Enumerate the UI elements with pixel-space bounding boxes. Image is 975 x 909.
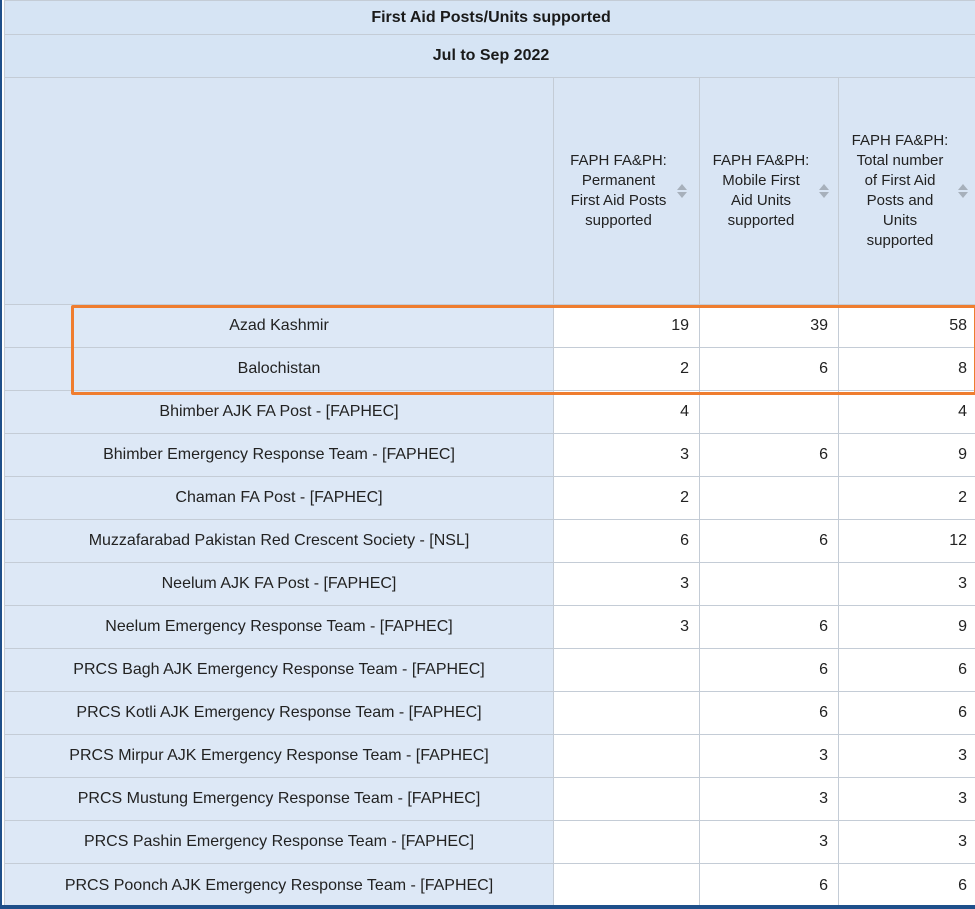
cell-total: 12 <box>837 519 975 563</box>
table-row: Neelum Emergency Response Team - [FAPHEC… <box>4 605 975 649</box>
table-row: PRCS Poonch AJK Emergency Response Team … <box>4 863 975 905</box>
row-label: PRCS Pashin Emergency Response Team - [F… <box>4 820 554 864</box>
table-row: PRCS Kotli AJK Emergency Response Team -… <box>4 691 975 735</box>
cell-total: 4 <box>837 390 975 434</box>
cell-permanent-posts <box>553 777 700 821</box>
row-label: Azad Kashmir <box>4 304 554 348</box>
cell-total: 9 <box>837 433 975 477</box>
row-label: Bhimber Emergency Response Team - [FAPHE… <box>4 433 554 477</box>
row-label: PRCS Poonch AJK Emergency Response Team … <box>4 863 554 905</box>
cell-total: 6 <box>837 863 975 905</box>
cell-permanent-posts: 3 <box>553 433 700 477</box>
sort-icon[interactable] <box>956 184 970 198</box>
column-header-permanent-posts[interactable]: FAPH FA&PH: Permanent First Aid Posts su… <box>553 77 700 305</box>
cell-permanent-posts <box>553 820 700 864</box>
cell-total: 58 <box>837 304 975 348</box>
row-label: PRCS Bagh AJK Emergency Response Team - … <box>4 648 554 692</box>
row-label: PRCS Kotli AJK Emergency Response Team -… <box>4 691 554 735</box>
cell-total: 2 <box>837 476 975 520</box>
cell-permanent-posts <box>553 691 700 735</box>
column-header-total[interactable]: FAPH FA&PH: Total number of First Aid Po… <box>837 77 975 305</box>
column-header-label: FAPH FA&PH: Mobile First Aid Units suppo… <box>712 152 810 229</box>
cell-total: 9 <box>837 605 975 649</box>
cell-mobile-units: 6 <box>699 691 839 735</box>
cell-permanent-posts: 2 <box>553 476 700 520</box>
table-row: PRCS Bagh AJK Emergency Response Team - … <box>4 648 975 692</box>
table-title: First Aid Posts/Units supported <box>3 0 975 35</box>
cell-total: 3 <box>837 562 975 606</box>
cell-total: 3 <box>837 777 975 821</box>
cell-mobile-units: 6 <box>699 433 839 477</box>
row-label: Chaman FA Post - [FAPHEC] <box>4 476 554 520</box>
cell-total: 3 <box>837 734 975 778</box>
row-label: Neelum AJK FA Post - [FAPHEC] <box>4 562 554 606</box>
row-label: Neelum Emergency Response Team - [FAPHEC… <box>4 605 554 649</box>
cell-permanent-posts: 4 <box>553 390 700 434</box>
table-row: Muzzafarabad Pakistan Red Crescent Socie… <box>4 519 975 563</box>
table-row: PRCS Mustung Emergency Response Team - [… <box>4 777 975 821</box>
row-label: Muzzafarabad Pakistan Red Crescent Socie… <box>4 519 554 563</box>
cell-mobile-units: 6 <box>699 605 839 649</box>
column-header-mobile-units[interactable]: FAPH FA&PH: Mobile First Aid Units suppo… <box>699 77 839 305</box>
cell-permanent-posts: 3 <box>553 605 700 649</box>
row-label: PRCS Mirpur AJK Emergency Response Team … <box>4 734 554 778</box>
cell-permanent-posts <box>553 648 700 692</box>
table-row: Balochistan 2 6 8 <box>4 347 975 391</box>
cell-permanent-posts <box>553 734 700 778</box>
cell-mobile-units: 6 <box>699 519 839 563</box>
row-header-corner <box>4 77 554 305</box>
cell-mobile-units: 6 <box>699 347 839 391</box>
cell-permanent-posts: 3 <box>553 562 700 606</box>
table-row: Azad Kashmir 19 39 58 <box>4 304 975 348</box>
table-row: PRCS Pashin Emergency Response Team - [F… <box>4 820 975 864</box>
sort-icon[interactable] <box>675 184 689 198</box>
row-label: Balochistan <box>4 347 554 391</box>
cell-mobile-units: 3 <box>699 820 839 864</box>
row-label: Bhimber AJK FA Post - [FAPHEC] <box>4 390 554 434</box>
cell-total: 3 <box>837 820 975 864</box>
cell-mobile-units <box>699 390 839 434</box>
cell-mobile-units: 6 <box>699 648 839 692</box>
cell-mobile-units: 39 <box>699 304 839 348</box>
table-row: Chaman FA Post - [FAPHEC] 2 2 <box>4 476 975 520</box>
table-row: PRCS Mirpur AJK Emergency Response Team … <box>4 734 975 778</box>
period-header: Jul to Sep 2022 <box>3 34 975 78</box>
cell-mobile-units: 3 <box>699 734 839 778</box>
cell-mobile-units: 6 <box>699 863 839 905</box>
cell-mobile-units <box>699 476 839 520</box>
table-row: Bhimber AJK FA Post - [FAPHEC] 4 4 <box>4 390 975 434</box>
table-row: Neelum AJK FA Post - [FAPHEC] 3 3 <box>4 562 975 606</box>
cell-mobile-units: 3 <box>699 777 839 821</box>
column-header-label: FAPH FA&PH: Permanent First Aid Posts su… <box>570 152 667 229</box>
cell-permanent-posts <box>553 863 700 905</box>
cell-permanent-posts: 19 <box>553 304 700 348</box>
cell-total: 8 <box>837 347 975 391</box>
cell-mobile-units <box>699 562 839 606</box>
cell-total: 6 <box>837 648 975 692</box>
row-label: PRCS Mustung Emergency Response Team - [… <box>4 777 554 821</box>
table-row: Bhimber Emergency Response Team - [FAPHE… <box>4 433 975 477</box>
cell-total: 6 <box>837 691 975 735</box>
cell-permanent-posts: 6 <box>553 519 700 563</box>
cell-permanent-posts: 2 <box>553 347 700 391</box>
column-header-label: FAPH FA&PH: Total number of First Aid Po… <box>851 132 949 249</box>
sort-icon[interactable] <box>817 184 831 198</box>
pivot-table: First Aid Posts/Units supported Jul to S… <box>3 0 975 905</box>
